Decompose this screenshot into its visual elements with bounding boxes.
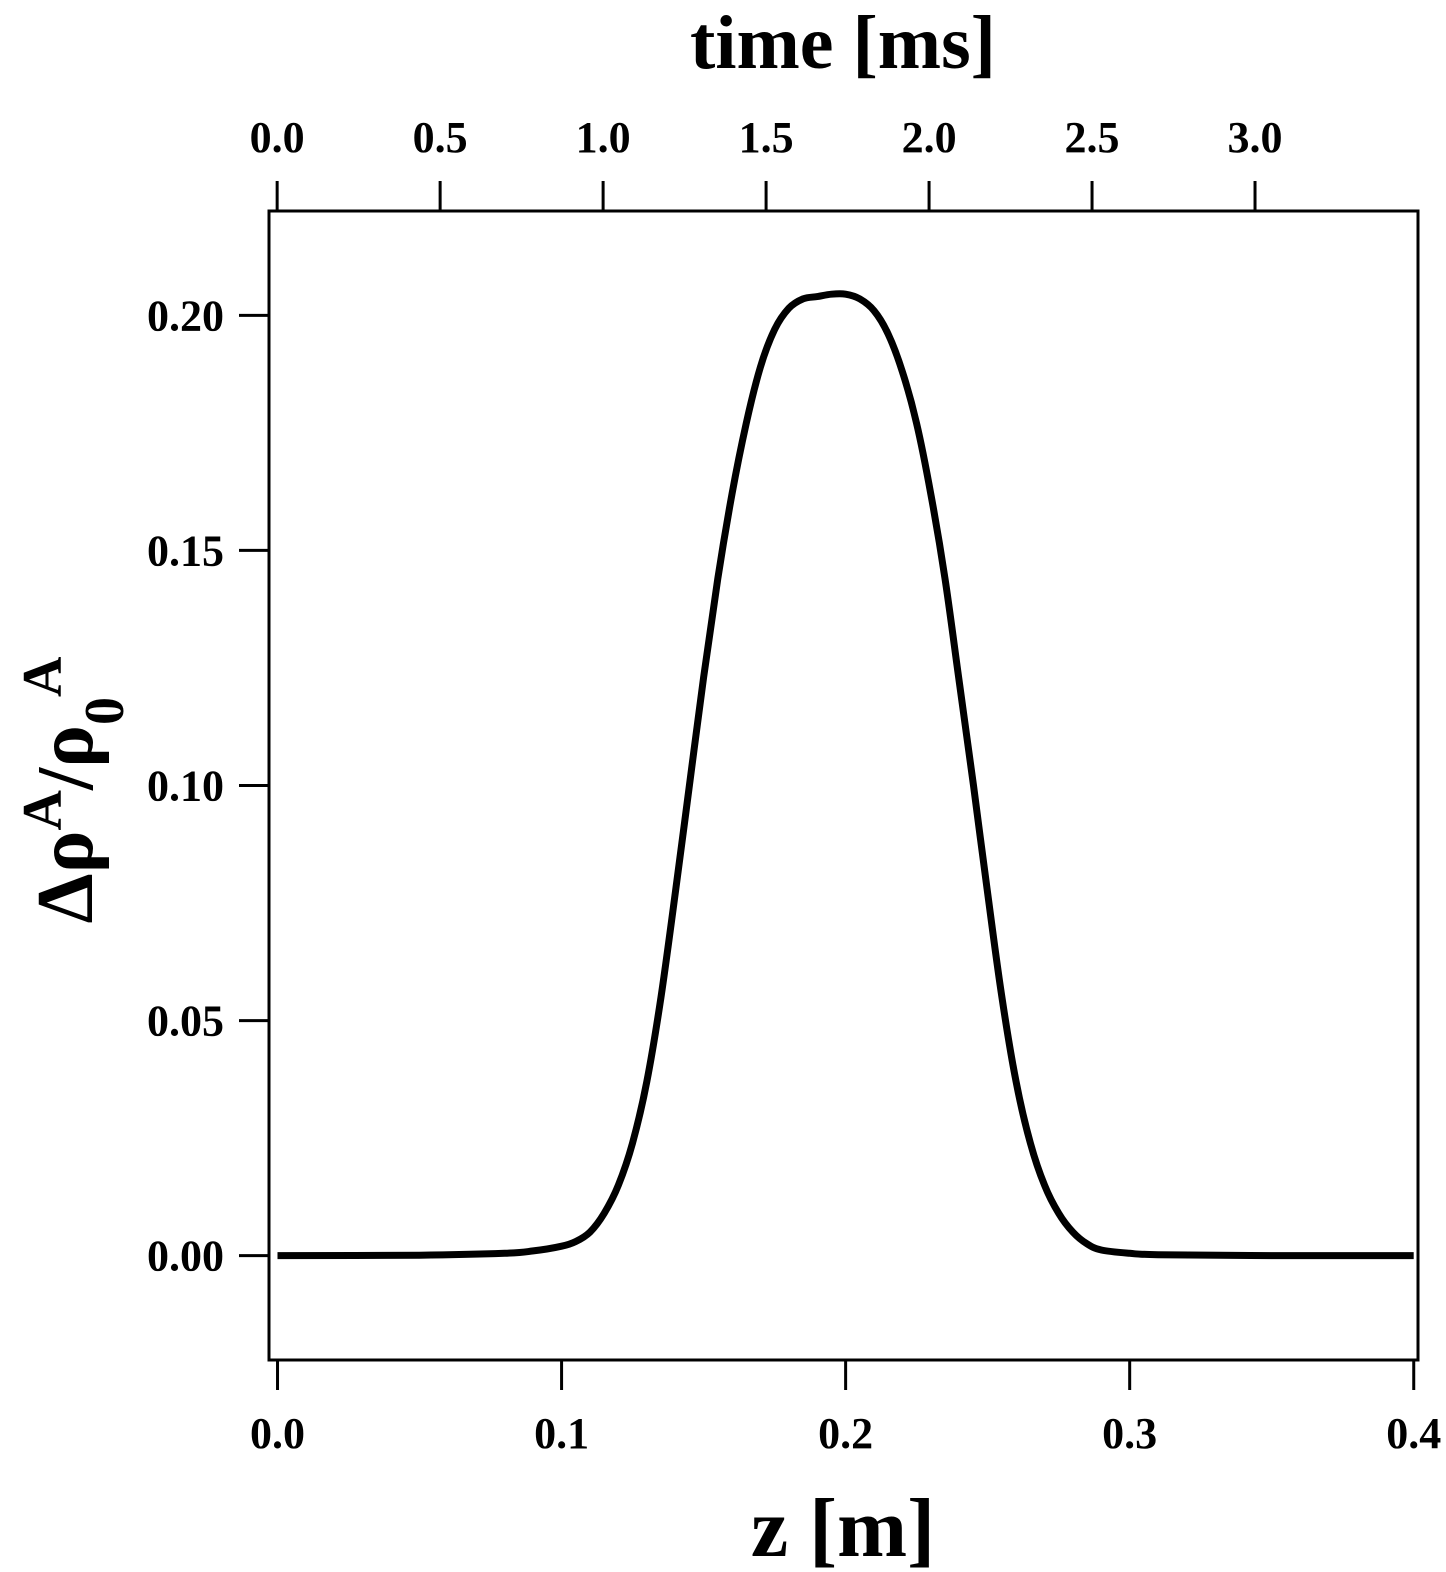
- y-tick-label: 0.00: [147, 1232, 224, 1281]
- x-axis-title: z [m]: [751, 1482, 935, 1572]
- x2-tick-label: 3.0: [1228, 113, 1283, 162]
- x-tick-label: 0.4: [1386, 1409, 1441, 1458]
- x2-tick-label: 1.0: [576, 113, 631, 162]
- x2-tick-label: 2.5: [1065, 113, 1120, 162]
- series-line: [277, 290, 1414, 1260]
- y-tick-label: 0.15: [147, 526, 224, 575]
- x-tick-label: 0.2: [818, 1409, 873, 1458]
- x-tick-label: 0.1: [534, 1409, 589, 1458]
- x-tick-label: 0.0: [250, 1409, 305, 1458]
- left-axis-ticks: 0.00 0.05 0.10 0.15 0.20: [147, 291, 269, 1281]
- y-tick-label: 0.10: [147, 762, 224, 811]
- x2-tick-label: 0.5: [413, 113, 468, 162]
- x2-tick-label: 0.0: [250, 113, 305, 162]
- y-axis-title: ΔρA/ρ0A: [12, 656, 136, 923]
- top-axis-ticks: 0.0 0.5 1.0 1.5 2.0 2.5 3.0: [250, 113, 1283, 211]
- bottom-axis-ticks: 0.0 0.1 0.2 0.3 0.4: [250, 1360, 1441, 1458]
- x2-axis-title: time [ms]: [690, 1, 996, 85]
- plot-frame: [267, 209, 1420, 1362]
- y-tick-label: 0.20: [147, 291, 224, 340]
- x2-tick-label: 2.0: [902, 113, 957, 162]
- x-tick-label: 0.3: [1102, 1409, 1157, 1458]
- y-tick-label: 0.05: [147, 997, 224, 1046]
- x2-tick-label: 1.5: [739, 113, 794, 162]
